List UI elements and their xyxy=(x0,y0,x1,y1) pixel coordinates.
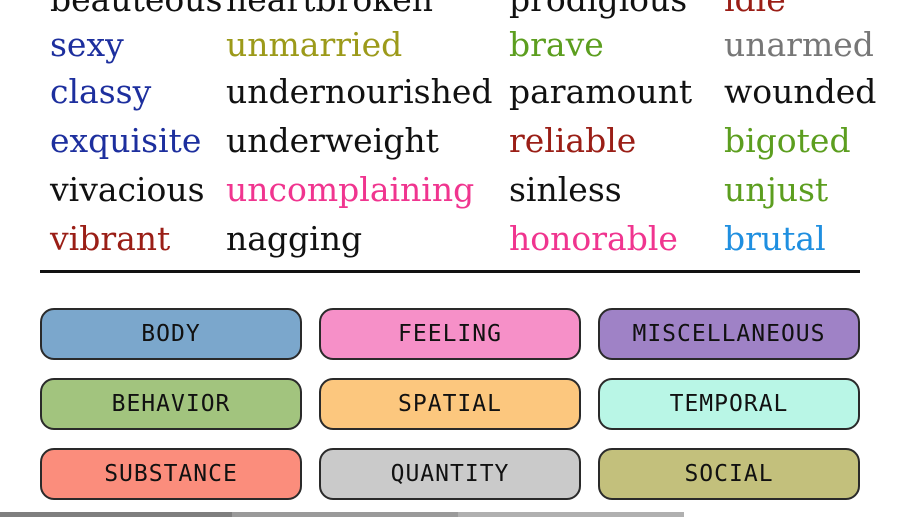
word-item: paramount xyxy=(509,72,693,111)
word-item: classy xyxy=(50,72,152,111)
word-item: brutal xyxy=(724,219,826,258)
category-pill-spatial: SPATIAL xyxy=(319,378,581,430)
word-item: wounded xyxy=(724,72,877,111)
scrollbar-segment xyxy=(458,512,684,517)
word-item: vivacious xyxy=(50,170,205,209)
word-item: sexy xyxy=(50,25,124,64)
category-pill-body: BODY xyxy=(40,308,302,360)
word-item: prodigious xyxy=(509,0,687,20)
word-item: unmarried xyxy=(226,25,403,64)
word-item: sinless xyxy=(509,170,622,209)
scrollbar-segment xyxy=(232,512,458,517)
category-pill-social: SOCIAL xyxy=(598,448,860,500)
divider xyxy=(40,270,860,273)
word-item: beauteous xyxy=(50,0,222,20)
word-item: unarmed xyxy=(724,25,874,64)
category-pill-quantity: QUANTITY xyxy=(319,448,581,500)
word-item: uncomplaining xyxy=(226,170,475,209)
word-item: exquisite xyxy=(50,121,202,160)
word-item: honorable xyxy=(509,219,678,258)
word-item: nagging xyxy=(226,219,363,258)
scrollbar-segment xyxy=(0,512,232,517)
word-item: vibrant xyxy=(50,219,171,258)
word-item: bigoted xyxy=(724,121,851,160)
category-pill-feeling: FEELING xyxy=(319,308,581,360)
category-pill-miscellaneous: MISCELLANEOUS xyxy=(598,308,860,360)
word-item: undernourished xyxy=(226,72,493,111)
word-item: heartbroken xyxy=(226,0,433,20)
word-item: unjust xyxy=(724,170,829,209)
word-item: underweight xyxy=(226,121,439,160)
word-item: reliable xyxy=(509,121,637,160)
category-pill-behavior: BEHAVIOR xyxy=(40,378,302,430)
category-pill-substance: SUBSTANCE xyxy=(40,448,302,500)
category-pill-temporal: TEMPORAL xyxy=(598,378,860,430)
word-item: brave xyxy=(509,25,604,64)
word-item: idle xyxy=(724,0,786,20)
